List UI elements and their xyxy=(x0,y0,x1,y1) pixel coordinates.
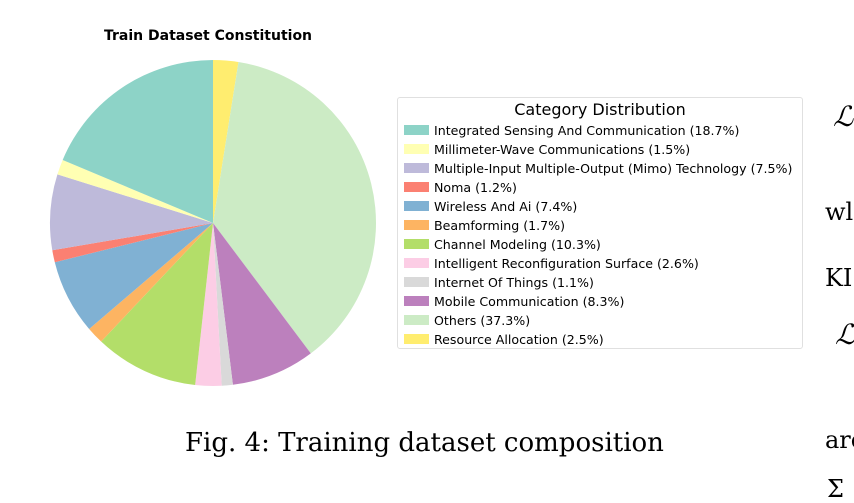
pie-slice-8 xyxy=(52,223,213,263)
legend-swatch xyxy=(404,144,429,154)
legend-swatch xyxy=(404,201,429,211)
pie-slices xyxy=(49,60,376,386)
chart-title: Train Dataset Constitution xyxy=(104,28,313,44)
margin-text-fragment: Σ xyxy=(827,475,844,503)
legend-swatch xyxy=(404,239,429,249)
legend-swatch xyxy=(404,163,429,173)
margin-text-fragment: ℒ xyxy=(835,318,854,351)
legend-label: Wireless And Ai (7.4%) xyxy=(434,198,578,214)
legend-item: Internet Of Things (1.1%) xyxy=(404,274,594,290)
legend-item: Others (37.3%) xyxy=(404,312,530,328)
legend-item: Resource Allocation (2.5%) xyxy=(404,331,604,347)
pie-slice-9 xyxy=(49,174,213,251)
legend-item: Mobile Communication (8.3%) xyxy=(404,293,624,309)
legend-label: Channel Modeling (10.3%) xyxy=(434,236,601,252)
legend-item: Intelligent Reconfiguration Surface (2.6… xyxy=(404,255,699,271)
pie-slice-10 xyxy=(57,159,213,223)
pie-slice-3 xyxy=(213,223,233,386)
legend-item: Millimeter-Wave Communications (1.5%) xyxy=(404,141,690,157)
legend-item: Channel Modeling (10.3%) xyxy=(404,236,601,252)
legend: Category Distribution Integrated Sensing… xyxy=(397,97,803,349)
figure-caption: Fig. 4: Training dataset composition xyxy=(185,428,664,458)
legend-label: Millimeter-Wave Communications (1.5%) xyxy=(434,141,691,157)
margin-text-fragment: ℒ xyxy=(833,100,854,133)
legend-label: Integrated Sensing And Communication (18… xyxy=(434,122,740,138)
legend-label: Noma (1.2%) xyxy=(434,179,517,195)
legend-swatch xyxy=(404,220,429,230)
legend-title: Category Distribution xyxy=(514,100,686,119)
margin-text-fragment: wl xyxy=(825,198,854,226)
legend-label: Multiple-Input Multiple-Output (Mimo) Te… xyxy=(434,160,793,176)
pie-slice-1 xyxy=(213,62,376,354)
legend-swatch xyxy=(404,258,429,268)
pie-slice-2 xyxy=(213,223,311,385)
pie-chart xyxy=(49,60,376,386)
pie-slice-6 xyxy=(89,223,213,342)
legend-label: Mobile Communication (8.3%) xyxy=(434,293,625,309)
pie-slice-5 xyxy=(101,223,213,386)
pie-slice-11 xyxy=(62,60,213,223)
legend-label: Others (37.3%) xyxy=(434,312,531,328)
legend-swatch xyxy=(404,125,429,135)
legend-label: Resource Allocation (2.5%) xyxy=(434,331,604,347)
legend-item: Integrated Sensing And Communication (18… xyxy=(404,122,739,138)
legend-swatch xyxy=(404,277,429,287)
margin-text-fragment: KI xyxy=(825,264,853,292)
legend-swatch xyxy=(404,296,429,306)
legend-item: Multiple-Input Multiple-Output (Mimo) Te… xyxy=(404,160,792,176)
legend-item: Wireless And Ai (7.4%) xyxy=(404,198,577,214)
legend-swatch xyxy=(404,334,429,344)
legend-label: Intelligent Reconfiguration Surface (2.6… xyxy=(434,255,699,271)
legend-swatch xyxy=(404,182,429,192)
pie-slice-7 xyxy=(54,223,213,329)
legend-swatch xyxy=(404,315,429,325)
margin-text-fragment: are xyxy=(825,426,854,454)
pie-slice-0 xyxy=(213,60,239,223)
legend-item: Beamforming (1.7%) xyxy=(404,217,565,233)
legend-item: Noma (1.2%) xyxy=(404,179,517,195)
pie-slice-4 xyxy=(195,223,222,386)
legend-label: Beamforming (1.7%) xyxy=(434,217,566,233)
legend-label: Internet Of Things (1.1%) xyxy=(434,274,594,290)
